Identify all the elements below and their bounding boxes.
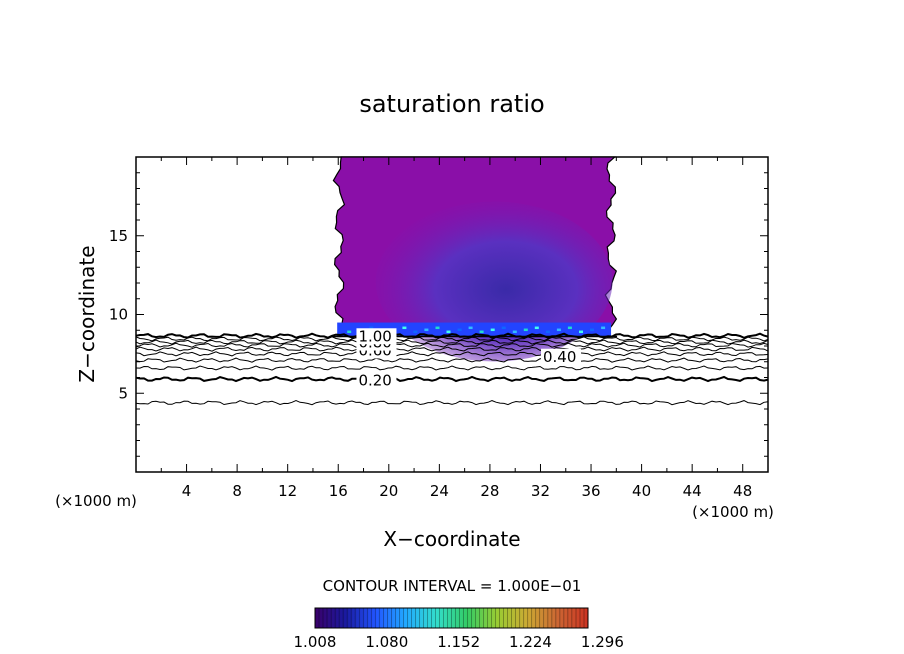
x-axis-label: X−coordinate: [383, 527, 520, 551]
supersaturated-speck: [402, 326, 407, 330]
y-tick-label: 5: [118, 384, 128, 402]
supersaturated-speck: [347, 330, 352, 334]
supersaturated-base-band: [337, 322, 612, 337]
supersaturated-speck: [479, 330, 484, 334]
contour-line: [135, 375, 769, 383]
x-tick-label: 20: [379, 482, 398, 500]
supersaturated-speck: [446, 330, 451, 334]
supersaturated-speck: [457, 328, 462, 332]
supersaturated-speck: [468, 326, 473, 330]
x-tick-label: 4: [182, 482, 192, 500]
x-tick-label: 8: [232, 482, 242, 500]
supersaturated-speck: [413, 330, 418, 334]
contour-lines: [135, 332, 769, 406]
contour-labels: 0.200.400.600.801.00: [356, 327, 582, 389]
contour-interval-text: CONTOUR INTERVAL = 1.000E−01: [323, 577, 582, 595]
supersaturated-speck: [435, 326, 440, 330]
contour-line: [135, 351, 769, 357]
x-tick-label: 32: [531, 482, 550, 500]
contour-line: [135, 346, 769, 352]
x-tick-label: 36: [581, 482, 600, 500]
supersaturated-speck: [567, 326, 572, 330]
x-unit-right: (×1000 m): [692, 503, 774, 521]
contour-label-background: [541, 348, 582, 365]
contour-line: [135, 357, 769, 363]
y-tick-label: 10: [109, 306, 128, 324]
x-tick-label: 28: [480, 482, 499, 500]
contour-line: [135, 342, 769, 348]
supersaturated-speck: [579, 330, 583, 334]
supersaturated-speck: [590, 328, 594, 332]
supersaturated-speck: [424, 328, 429, 332]
supersaturated-speck: [369, 326, 374, 330]
x-tick-label: 16: [329, 482, 348, 500]
y-axis-label: Z−coordinate: [75, 245, 99, 382]
x-tick-label: 12: [278, 482, 297, 500]
contour-label-background: [356, 328, 397, 345]
x-axis-ticks: 4 8 12 16 20 24 28 32 36 40 44 48: [160, 157, 752, 500]
contour-label-background: [356, 372, 397, 389]
x-unit-left: (×1000 m): [55, 492, 137, 510]
x-tick-label: 44: [683, 482, 702, 500]
supersaturated-region: [331, 156, 618, 362]
contour-label: 1.00: [358, 327, 391, 345]
y-axis-ticks: 5 10 15: [109, 172, 768, 457]
colorbar-tick-label: 1.008: [294, 633, 337, 651]
supersaturated-speck: [501, 326, 506, 330]
contour-label: 0.20: [358, 371, 391, 389]
supersaturated-speck: [490, 328, 495, 332]
supersaturated-speck: [601, 326, 606, 330]
x-tick-label: 24: [430, 482, 449, 500]
colorbar-tick-label: 1.152: [437, 633, 480, 651]
contour-line: [135, 336, 769, 342]
x-tick-label: 48: [733, 482, 752, 500]
supersaturated-core: [375, 201, 613, 362]
supersaturated-speck: [534, 326, 539, 330]
contour-label: 0.40: [543, 348, 576, 366]
supersaturated-speck: [556, 328, 561, 332]
x-tick-label: 40: [632, 482, 651, 500]
contour-line: [135, 365, 769, 371]
y-tick-label: 15: [109, 227, 128, 245]
colorbar-tick-label: 1.296: [581, 633, 624, 651]
colorbar-tick-label: 1.224: [509, 633, 552, 651]
contour-line: [135, 400, 769, 406]
colorbar: 1.008 1.080 1.152 1.224 1.296: [294, 607, 624, 651]
supersaturated-speck: [523, 328, 528, 332]
colorbar-tick-labels: 1.008 1.080 1.152 1.224 1.296: [294, 633, 624, 651]
chart-title: saturation ratio: [359, 90, 544, 118]
contour-line: [135, 339, 769, 345]
supersaturated-speck: [545, 330, 550, 334]
colorbar-divisions: [318, 608, 585, 628]
colorbar-tick-label: 1.080: [365, 633, 408, 651]
supersaturated-speck: [512, 330, 517, 334]
contour-line: [135, 332, 769, 339]
plot-area: 0.200.400.600.801.00 4812162024283236404…: [109, 156, 769, 500]
